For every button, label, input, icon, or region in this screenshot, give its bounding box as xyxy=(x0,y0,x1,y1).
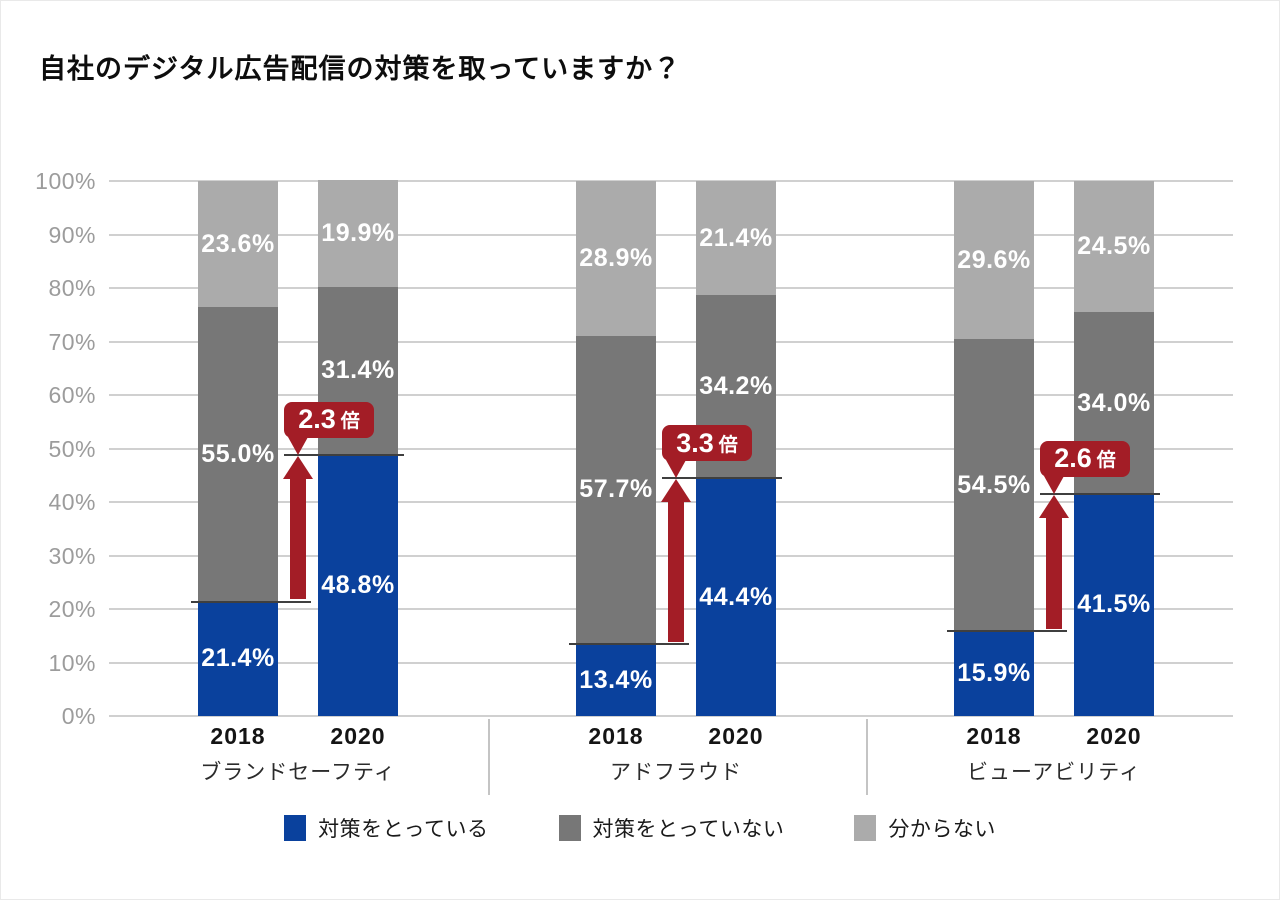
year-label: 2020 xyxy=(330,723,386,749)
bar-segment: 41.5% xyxy=(1074,493,1154,716)
bar-segment: 15.9% xyxy=(954,630,1034,716)
reference-line xyxy=(662,477,782,480)
bar-segment: 54.5% xyxy=(954,339,1034,631)
multiplier-value: 2.6 xyxy=(1054,443,1092,474)
reference-line xyxy=(569,643,689,646)
arrow-up-icon xyxy=(283,455,313,479)
reference-line xyxy=(1040,492,1160,495)
y-axis-label: 30% xyxy=(48,542,96,569)
bar-segment: 23.6% xyxy=(198,181,278,308)
bar-value-label: 44.4% xyxy=(699,582,773,611)
bar-value-label: 55.0% xyxy=(201,439,275,468)
legend-swatch xyxy=(284,815,307,841)
y-axis-label: 50% xyxy=(48,435,96,462)
y-axis-label: 70% xyxy=(48,328,96,355)
badge-pointer-icon xyxy=(288,436,308,455)
gridline xyxy=(109,233,1233,236)
legend-item: 分からない xyxy=(854,813,996,843)
y-axis-label: 0% xyxy=(61,703,96,729)
bar-segment: 29.6% xyxy=(954,181,1034,340)
group-label: ブランドセーフティ xyxy=(200,761,396,784)
gridline xyxy=(109,715,1233,717)
legend-label: 対策をとっている xyxy=(318,818,489,841)
multiplier-badge: 3.3 倍 xyxy=(662,425,752,462)
gridline xyxy=(109,661,1233,664)
bar-segment: 21.4% xyxy=(696,181,776,296)
multiplier-arrow xyxy=(1046,515,1062,629)
year-label: 2018 xyxy=(210,723,266,749)
reference-line xyxy=(191,600,311,603)
legend-label: 対策をとっていない xyxy=(592,818,785,841)
y-axis-label: 60% xyxy=(48,382,96,408)
bar-value-label: 41.5% xyxy=(1077,590,1151,619)
gridline xyxy=(109,180,1233,182)
bar-segment: 19.9% xyxy=(318,180,398,287)
multiplier-badge: 2.6 倍 xyxy=(1040,440,1130,477)
bar-value-label: 54.5% xyxy=(957,470,1031,499)
multiplier-unit: 倍 xyxy=(718,434,738,456)
legend: 対策をとっている 対策をとっていない 分からない xyxy=(1,813,1279,843)
bar-value-label: 28.9% xyxy=(579,243,653,272)
bar-value-label: 21.4% xyxy=(699,223,773,252)
group-separator xyxy=(488,719,490,795)
bar-value-label: 13.4% xyxy=(579,665,653,694)
y-axis-label: 90% xyxy=(48,221,96,248)
legend-swatch xyxy=(854,815,877,841)
bar-value-label: 19.9% xyxy=(321,219,395,248)
multiplier-value: 3.3 xyxy=(676,427,714,458)
chart-title: 自社のデジタル広告配信の対策を取っていますか？ xyxy=(39,54,682,84)
multiplier-arrow xyxy=(668,500,684,643)
year-label: 2018 xyxy=(966,723,1022,749)
badge-pointer-icon xyxy=(666,460,686,479)
gridline xyxy=(109,340,1233,343)
arrow-up-icon xyxy=(1039,494,1069,518)
bar-segment: 21.4% xyxy=(198,601,278,716)
group-label: ビューアビリティ xyxy=(967,761,1141,784)
y-axis-label: 10% xyxy=(48,649,96,676)
bar-value-label: 24.5% xyxy=(1077,232,1151,261)
y-axis-label: 100% xyxy=(35,168,96,194)
bar-value-label: 48.8% xyxy=(321,570,395,599)
bar-value-label: 15.9% xyxy=(957,658,1031,687)
multiplier-value: 2.3 xyxy=(298,404,336,435)
legend-item: 対策をとっていない xyxy=(558,813,785,843)
legend-item: 対策をとっている xyxy=(284,813,488,843)
year-label: 2018 xyxy=(588,723,644,749)
arrow-up-icon xyxy=(661,479,691,503)
bar-segment: 48.8% xyxy=(318,454,398,716)
bar-segment: 44.4% xyxy=(696,478,776,716)
bar-value-label: 57.7% xyxy=(579,475,653,504)
bar-segment: 13.4% xyxy=(576,644,656,716)
bar-segment: 55.0% xyxy=(198,307,278,602)
year-label: 2020 xyxy=(708,723,764,749)
bar-segment: 57.7% xyxy=(576,335,656,645)
bar-segment: 28.9% xyxy=(576,181,656,336)
bar-value-label: 29.6% xyxy=(957,245,1031,274)
multiplier-unit: 倍 xyxy=(340,411,360,433)
bar-value-label: 23.6% xyxy=(201,229,275,258)
y-axis-label: 80% xyxy=(48,275,96,301)
multiplier-arrow xyxy=(290,476,306,600)
reference-line xyxy=(947,629,1067,632)
legend-swatch xyxy=(558,815,581,841)
bar-value-label: 34.0% xyxy=(1077,388,1151,417)
group-label: アドフラウド xyxy=(610,761,742,784)
legend-label: 分からない xyxy=(888,818,996,841)
gridline xyxy=(109,394,1233,396)
y-axis-label: 20% xyxy=(48,596,96,622)
year-label: 2020 xyxy=(1086,723,1142,749)
bar-value-label: 21.4% xyxy=(201,644,275,673)
bar-value-label: 31.4% xyxy=(321,356,395,385)
multiplier-badge: 2.3 倍 xyxy=(284,401,374,438)
bar-value-label: 34.2% xyxy=(699,372,773,401)
gridline xyxy=(109,287,1233,289)
bar-segment: 24.5% xyxy=(1074,181,1154,313)
reference-line xyxy=(284,453,404,456)
group-separator xyxy=(866,719,868,795)
y-axis-label: 40% xyxy=(48,489,96,515)
badge-pointer-icon xyxy=(1044,475,1064,494)
multiplier-unit: 倍 xyxy=(1096,450,1116,472)
